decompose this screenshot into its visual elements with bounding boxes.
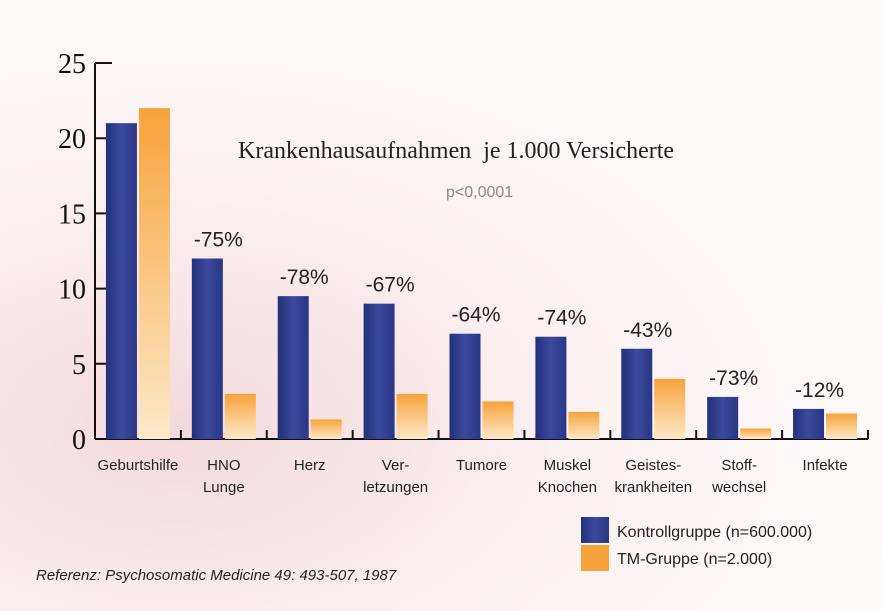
category-label: Stoff- — [721, 457, 757, 474]
percent-label: -64% — [451, 304, 500, 327]
bar-tm-gruppe — [826, 413, 858, 439]
legend-swatch-kontrollgruppe — [581, 517, 609, 543]
bar-tm-gruppe — [138, 108, 170, 440]
legend: Kontrollgruppe (n=600.000) TM-Gruppe (n=… — [581, 517, 812, 571]
legend-label-kontrollgruppe: Kontrollgruppe (n=600.000) — [617, 524, 812, 541]
percent-label: -43% — [623, 319, 672, 342]
bar-kontrollgruppe — [621, 348, 653, 439]
category-label: Ver- — [382, 457, 410, 474]
y-tick-label: 25 — [58, 49, 86, 80]
category-label: Tumore — [456, 457, 507, 474]
percent-label: -75% — [194, 229, 243, 252]
bar-tm-gruppe — [310, 419, 342, 439]
category-label: Geistes- — [625, 457, 681, 474]
bar-tm-gruppe — [482, 401, 514, 439]
bar-tm-gruppe — [396, 393, 428, 439]
y-tick-label: 0 — [72, 425, 86, 456]
y-tick-label: 5 — [72, 350, 86, 381]
bar-tm-gruppe — [568, 411, 600, 439]
bar-kontrollgruppe — [535, 336, 567, 439]
category-label: Geburtshilfe — [98, 457, 179, 474]
legend-label-tm-gruppe: TM-Gruppe (n=2.000) — [617, 551, 772, 568]
category-labels: Geburtshilfe HNO Lunge Herz Ver-letzungen Tum… — [98, 457, 848, 496]
axes — [94, 63, 868, 440]
bar-kontrollgruppe — [191, 258, 223, 439]
chart-subtitle: p<0,0001 — [446, 184, 513, 201]
bar-kontrollgruppe — [707, 396, 739, 439]
chart-title: Krankenhausaufnahmen je 1.000 Versichert… — [238, 138, 674, 164]
legend-swatch-tm-gruppe — [581, 545, 609, 571]
category-label: Muskel — [544, 457, 592, 474]
bar-kontrollgruppe — [363, 303, 395, 439]
y-tick-label: 20 — [58, 124, 86, 155]
y-ticks: 0 5 10 15 20 25 — [58, 49, 112, 456]
bar-tm-gruppe — [654, 378, 686, 439]
category-label: Knochen — [538, 479, 597, 496]
bar-kontrollgruppe — [277, 296, 309, 439]
percent-annotations: -75% -78% -67% -64% -74% -43% -73% -12% — [194, 229, 844, 402]
bar-tm-gruppe — [224, 393, 256, 439]
reference-note: Referenz: Psychosomatic Medicine 49: 493… — [36, 567, 397, 584]
bar-kontrollgruppe — [449, 333, 481, 439]
y-tick-label: 15 — [58, 199, 86, 230]
percent-label: -74% — [537, 307, 586, 330]
category-label: Infekte — [803, 457, 848, 474]
bars — [105, 108, 858, 440]
bar-tm-gruppe — [740, 428, 772, 439]
bar-kontrollgruppe — [105, 123, 137, 439]
x-ticks — [179, 430, 869, 439]
category-label: Lunge — [203, 479, 245, 496]
category-label: wechsel — [711, 479, 766, 496]
category-label: krankheiten — [614, 479, 692, 496]
category-label: letzungen — [363, 479, 428, 496]
percent-label: -67% — [366, 274, 415, 297]
bar-kontrollgruppe — [793, 408, 825, 439]
percent-label: -12% — [795, 379, 844, 402]
percent-label: -73% — [709, 367, 758, 390]
y-tick-label: 10 — [58, 275, 86, 306]
percent-label: -78% — [280, 266, 329, 289]
category-label: Herz — [294, 457, 326, 474]
category-label: HNO — [207, 457, 240, 474]
